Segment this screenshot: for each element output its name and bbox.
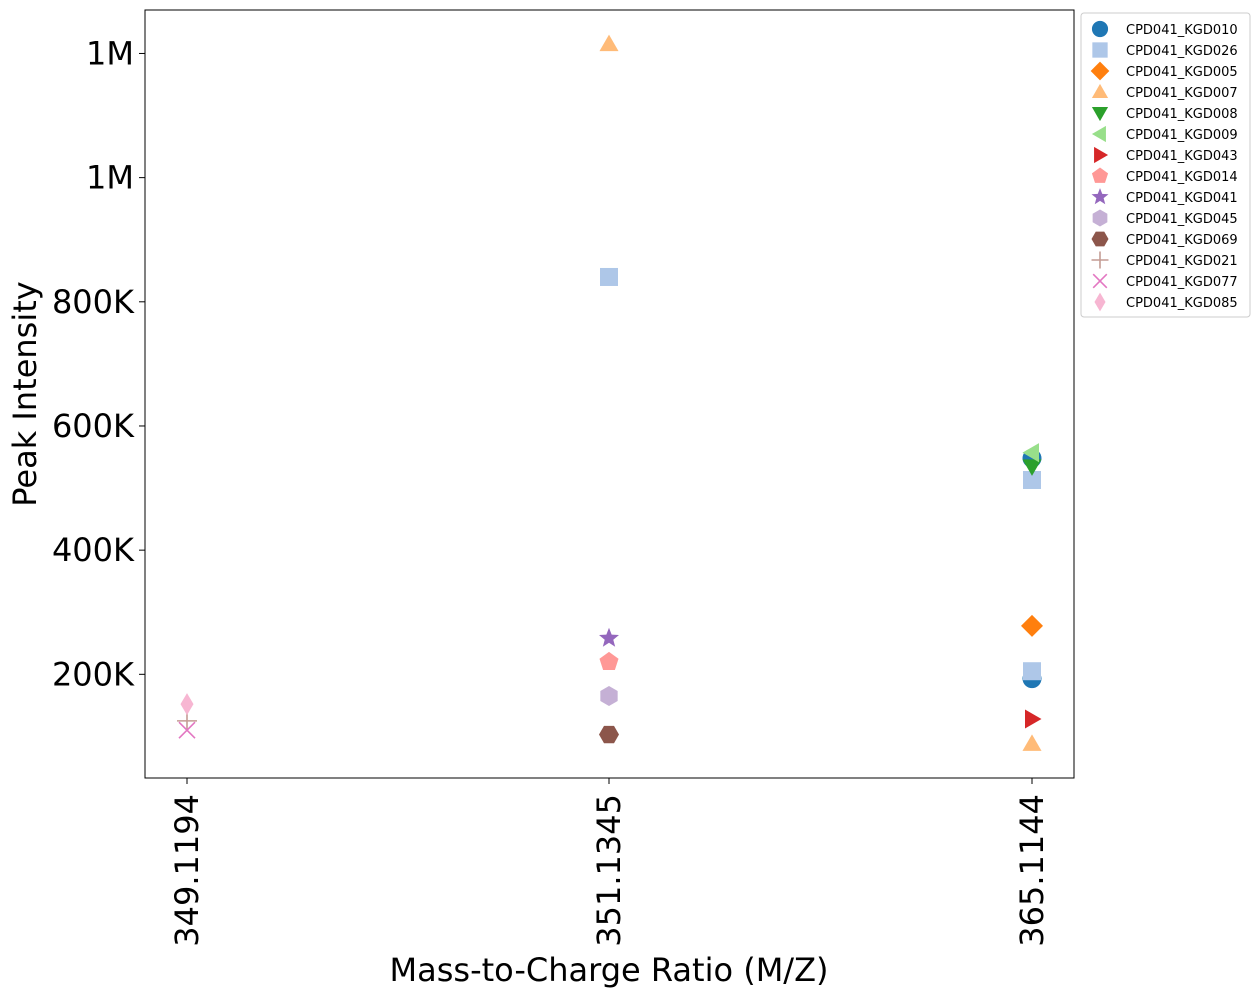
data-point	[599, 627, 619, 647]
legend-label: CPD041_KGD077	[1126, 275, 1238, 290]
data-point	[1022, 443, 1039, 463]
y-axis-title: Peak Intensity	[6, 281, 44, 506]
x-tick-label: 351.1345	[590, 794, 628, 947]
x-axis-title: Mass-to-Charge Ratio (M/Z)	[390, 951, 829, 989]
legend-label: CPD041_KGD026	[1126, 44, 1238, 59]
x-axis: 349.1194 351.1345 365.1144	[168, 778, 1051, 947]
data-point	[600, 267, 618, 286]
data-point	[599, 651, 619, 670]
legend-marker	[1091, 231, 1109, 247]
legend-marker	[1091, 20, 1109, 38]
legend-label: CPD041_KGD009	[1126, 128, 1238, 143]
data-point	[1023, 662, 1041, 681]
legend-label: CPD041_KGD043	[1126, 149, 1238, 164]
legend-marker	[1091, 188, 1109, 205]
legend-box	[1080, 12, 1251, 318]
plot-area	[144, 9, 1075, 779]
data-point	[178, 721, 196, 739]
data-point	[180, 693, 194, 716]
legend-label: CPD041_KGD014	[1126, 170, 1238, 185]
legend-label: CPD041_KGD069	[1126, 233, 1238, 248]
legend-label: CPD041_KGD008	[1126, 107, 1238, 122]
y-tick-label: 400K	[52, 531, 135, 569]
legend-marker	[1091, 83, 1109, 98]
y-tick-label: 200K	[52, 655, 135, 693]
y-tick-label: 1M	[86, 159, 134, 197]
legend-label: CPD041_KGD085	[1126, 296, 1238, 311]
data-point	[599, 34, 619, 52]
legend-marker	[1091, 125, 1106, 143]
x-tick-label: 349.1194	[168, 794, 206, 947]
y-tick-label: 800K	[52, 283, 135, 321]
legend-marker	[1090, 61, 1110, 81]
legend-marker	[1094, 146, 1109, 164]
y-tick-label: 600K	[52, 407, 135, 445]
legend-label: CPD041_KGD005	[1126, 65, 1238, 80]
data-point	[1021, 614, 1043, 637]
data-point	[1025, 709, 1042, 729]
legend-label: CPD041_KGD041	[1126, 191, 1238, 206]
data-point	[1022, 459, 1042, 476]
y-axis: 200K 400K 600K 800K 1M 1M	[52, 34, 145, 693]
legend-label: CPD041_KGD021	[1126, 254, 1238, 269]
legend: CPD041_KGD010 CPD041_KGD026 CPD041_KGD005 C…	[1080, 12, 1251, 318]
x-tick-label: 365.1144	[1013, 794, 1051, 947]
legend-label: CPD041_KGD045	[1126, 212, 1238, 227]
legend-marker	[1094, 292, 1106, 312]
data-point	[1022, 734, 1042, 751]
legend-marker	[1091, 167, 1109, 183]
y-tick-label: 1M	[86, 34, 134, 72]
data-points	[177, 34, 1043, 751]
legend-marker	[1092, 209, 1108, 227]
data-point	[599, 725, 619, 744]
data-point	[600, 686, 618, 707]
legend-marker	[1092, 42, 1108, 58]
legend-marker	[1092, 273, 1108, 289]
legend-label: CPD041_KGD007	[1126, 86, 1238, 101]
legend-label: CPD041_KGD010	[1126, 23, 1238, 38]
data-point	[1023, 470, 1041, 489]
legend-marker	[1091, 107, 1109, 122]
legend-marker	[1091, 251, 1109, 269]
